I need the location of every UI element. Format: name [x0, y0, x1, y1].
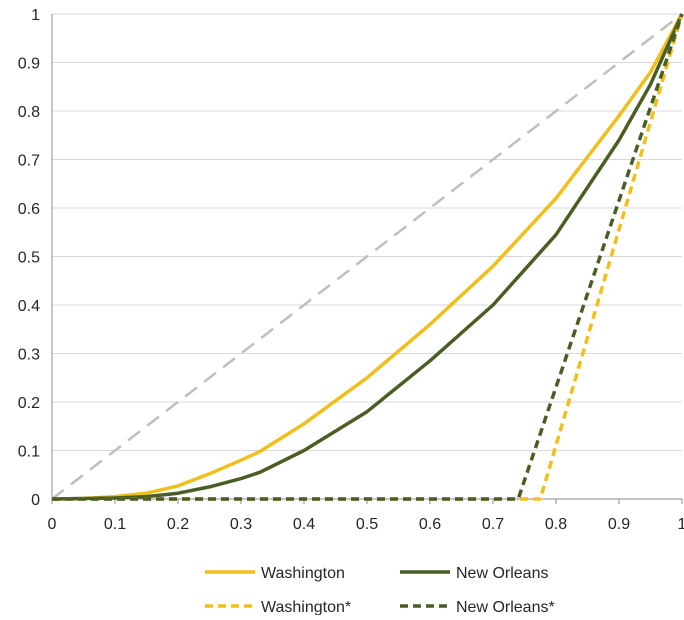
- x-tick-label: 0.9: [608, 516, 630, 533]
- y-tick-label: 0.9: [18, 56, 40, 73]
- y-tick-label: 0: [31, 492, 40, 509]
- legend-label-washington-adjusted: Washington*: [261, 599, 351, 615]
- legend-label-new-orleans: New Orleans: [456, 565, 548, 582]
- x-tick-label: 0.2: [167, 516, 189, 533]
- series-line-equality-reference: [51, 13, 683, 500]
- x-tick-label: 0.8: [545, 516, 567, 533]
- legend-label-new-orleans-adjusted: New Orleans*: [456, 599, 555, 615]
- y-tick-label: 0.5: [18, 250, 40, 267]
- series-lines: [51, 13, 684, 501]
- y-tick-label: 0.8: [18, 104, 40, 121]
- x-tick-label: 0.7: [482, 516, 504, 533]
- y-tick-label: 0.7: [18, 153, 40, 170]
- gridlines: [52, 13, 682, 451]
- y-tick-label: 0.2: [18, 395, 40, 412]
- x-tick-label: 0: [48, 516, 57, 533]
- series-line-new-orleans-adjusted: [52, 13, 684, 501]
- series-line-new-orleans: [51, 13, 684, 501]
- x-tick-label: 0.4: [293, 516, 315, 533]
- legend-label-washington: Washington: [261, 565, 345, 582]
- y-tick-label: 0.1: [18, 444, 40, 461]
- x-tick-label: 0.3: [230, 516, 252, 533]
- x-tick-label: 0.1: [104, 516, 126, 533]
- y-tick-label: 1: [31, 7, 40, 24]
- x-tick-label: 0.6: [419, 516, 441, 533]
- x-tick-label: 0.5: [356, 516, 378, 533]
- series-line-washington: [51, 13, 684, 501]
- axes: 0 0.1 0.2 0.3 0.4 0.5 0.6 0.7 0.8 0.9 1 0 0.1 0.2 0.3 0…: [18, 7, 684, 533]
- y-tick-label: 0.6: [18, 201, 40, 218]
- y-tick-label: 0.3: [18, 347, 40, 364]
- legend: Washington New Orleans Washington* New Orle…: [205, 565, 555, 616]
- y-tick-label: 0.4: [18, 298, 40, 315]
- x-tick-label: 1: [678, 516, 684, 533]
